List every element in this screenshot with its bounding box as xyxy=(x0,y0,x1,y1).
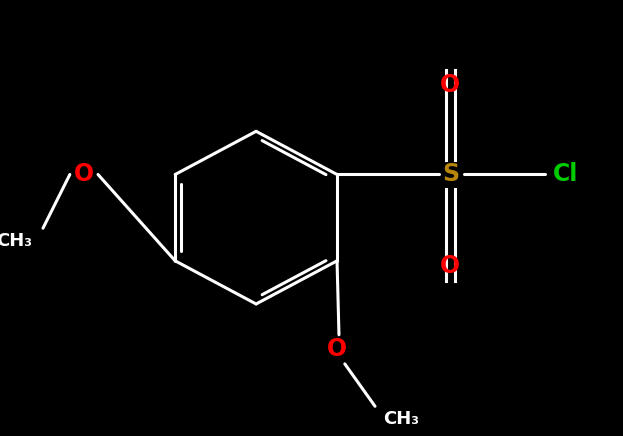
Text: O: O xyxy=(440,73,460,97)
Text: O: O xyxy=(327,337,347,361)
Text: Cl: Cl xyxy=(553,163,579,187)
Text: S: S xyxy=(442,163,459,187)
Text: O: O xyxy=(74,163,93,187)
Text: CH₃: CH₃ xyxy=(383,410,419,428)
Text: O: O xyxy=(440,254,460,278)
Text: CH₃: CH₃ xyxy=(0,232,32,250)
